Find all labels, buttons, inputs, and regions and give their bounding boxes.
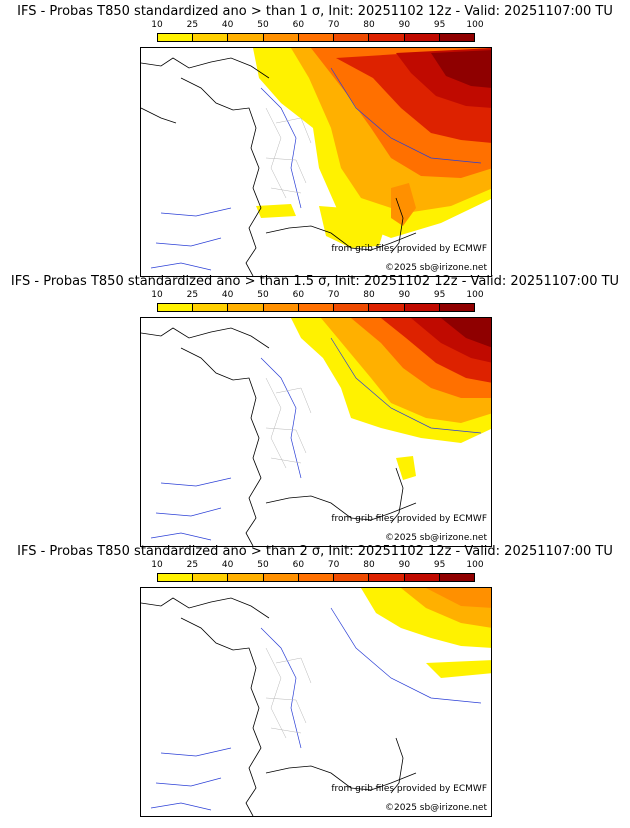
panel-title: IFS - Probas T850 standardized ano > tha…: [10, 274, 620, 289]
colorbar-tick-label: 70: [327, 560, 340, 570]
colorbar-swatch: [439, 304, 474, 311]
probability-shading: [253, 48, 491, 248]
colorbar-swatch: [228, 304, 264, 311]
map-panel-1sigma: IFS - Probas T850 standardized ano > tha…: [0, 0, 630, 277]
colorbar: 10 25 40 50 60 70 80 90 95 100: [151, 20, 484, 46]
colorbar-swatch: [334, 574, 370, 581]
colorbar-swatch: [263, 304, 299, 311]
colorbar-tick-label: 70: [327, 20, 340, 30]
map-svg: [141, 48, 491, 276]
rivers: [150, 67, 482, 271]
colorbar-tick-label: 80: [363, 290, 375, 300]
colorbar-tick-label: 10: [151, 290, 163, 300]
map-svg: [141, 588, 491, 816]
colorbar-tick-label: 25: [186, 20, 199, 30]
map-svg: [141, 318, 491, 546]
colorbar-swatch: [193, 304, 229, 311]
admin-boundaries: [265, 377, 312, 469]
colorbar-swatch: [334, 304, 370, 311]
colorbar-tick-label: 80: [363, 20, 375, 30]
colorbar-tick-label: 100: [466, 20, 484, 30]
colorbar-tick-label: 95: [433, 20, 446, 30]
rivers: [150, 337, 482, 541]
copyright-credit: ©2025 sb@irizone.net: [385, 263, 487, 273]
colorbar-swatch: [404, 34, 440, 41]
probability-shading: [291, 318, 491, 480]
colorbar-tick-label: 60: [292, 20, 305, 30]
colorbar-swatch: [334, 34, 370, 41]
colorbar-swatches: [157, 573, 475, 582]
colorbar-ticks: 10 25 40 50 60 70 80 90 95 100: [151, 290, 483, 301]
colorbar-tick-label: 50: [257, 290, 269, 300]
probability-map[interactable]: from grib files provided by ECMWF ©2025 …: [140, 47, 492, 277]
probability-map[interactable]: from grib files provided by ECMWF ©2025 …: [140, 317, 492, 547]
colorbar-tick-label: 40: [221, 290, 234, 300]
admin-boundaries: [265, 107, 312, 199]
map-panel-1-5sigma: IFS - Probas T850 standardized ano > tha…: [0, 270, 630, 547]
colorbar-swatch: [369, 304, 405, 311]
copyright-credit: ©2025 sb@irizone.net: [385, 803, 487, 813]
colorbar-swatch: [369, 574, 405, 581]
colorbar-tick-label: 100: [466, 560, 484, 570]
colorbar-swatch: [404, 574, 440, 581]
colorbar-tick-label: 40: [221, 20, 234, 30]
colorbar-tick-label: 90: [398, 290, 411, 300]
colorbar-swatch: [298, 304, 335, 311]
colorbar-swatch: [369, 34, 405, 41]
colorbar-tick-label: 60: [292, 560, 305, 570]
colorbar-swatch: [228, 574, 264, 581]
colorbar-tick-label: 70: [327, 290, 340, 300]
source-credit: from grib files provided by ECMWF: [331, 244, 487, 254]
coastlines: [141, 597, 417, 816]
probability-map[interactable]: from grib files provided by ECMWF ©2025 …: [140, 587, 492, 817]
colorbar-swatch: [439, 574, 474, 581]
source-credit: from grib files provided by ECMWF: [331, 514, 487, 524]
coastlines: [141, 327, 417, 546]
colorbar-ticks: 10 25 40 50 60 70 80 90 95 100: [151, 560, 483, 571]
colorbar-tick-label: 25: [186, 290, 199, 300]
colorbar-tick-label: 95: [433, 560, 446, 570]
colorbar-swatch: [193, 574, 229, 581]
source-credit: from grib files provided by ECMWF: [331, 784, 487, 794]
panel-title: IFS - Probas T850 standardized ano > tha…: [17, 4, 613, 19]
colorbar-tick-label: 95: [433, 290, 446, 300]
colorbar-swatch: [193, 34, 229, 41]
colorbar-swatch: [158, 34, 194, 41]
colorbar-tick-label: 40: [221, 560, 234, 570]
colorbar-swatch: [263, 574, 299, 581]
colorbar-tick-label: 25: [186, 560, 199, 570]
colorbar-tick-label: 90: [398, 20, 411, 30]
copyright-credit: ©2025 sb@irizone.net: [385, 533, 487, 543]
colorbar: 10 25 40 50 60 70 80 90 95 100: [151, 290, 484, 316]
colorbar-swatch: [228, 34, 264, 41]
admin-boundaries: [265, 647, 312, 739]
probability-shading: [361, 588, 491, 678]
map-panel-2sigma: IFS - Probas T850 standardized ano > tha…: [0, 540, 630, 817]
colorbar-swatch: [439, 34, 474, 41]
colorbar-tick-label: 10: [151, 560, 163, 570]
colorbar-tick-label: 50: [257, 20, 269, 30]
colorbar-swatch: [158, 304, 194, 311]
colorbar-ticks: 10 25 40 50 60 70 80 90 95 100: [151, 20, 483, 31]
colorbar-swatch: [263, 34, 299, 41]
colorbar-tick-label: 100: [466, 290, 484, 300]
rivers: [150, 607, 482, 811]
colorbar-tick-label: 80: [363, 560, 375, 570]
colorbar-tick-label: 60: [292, 290, 305, 300]
colorbar-swatches: [157, 33, 475, 42]
colorbar-swatch: [404, 304, 440, 311]
colorbar: 10 25 40 50 60 70 80 90 95 100: [151, 560, 484, 586]
colorbar-tick-label: 10: [151, 20, 163, 30]
colorbar-swatch: [298, 574, 335, 581]
colorbar-tick-label: 50: [257, 560, 269, 570]
panel-title: IFS - Probas T850 standardized ano > tha…: [17, 544, 613, 559]
colorbar-swatch: [298, 34, 335, 41]
colorbar-swatch: [158, 574, 194, 581]
colorbar-tick-label: 90: [398, 560, 411, 570]
colorbar-swatches: [157, 303, 475, 312]
coastlines: [141, 57, 417, 276]
